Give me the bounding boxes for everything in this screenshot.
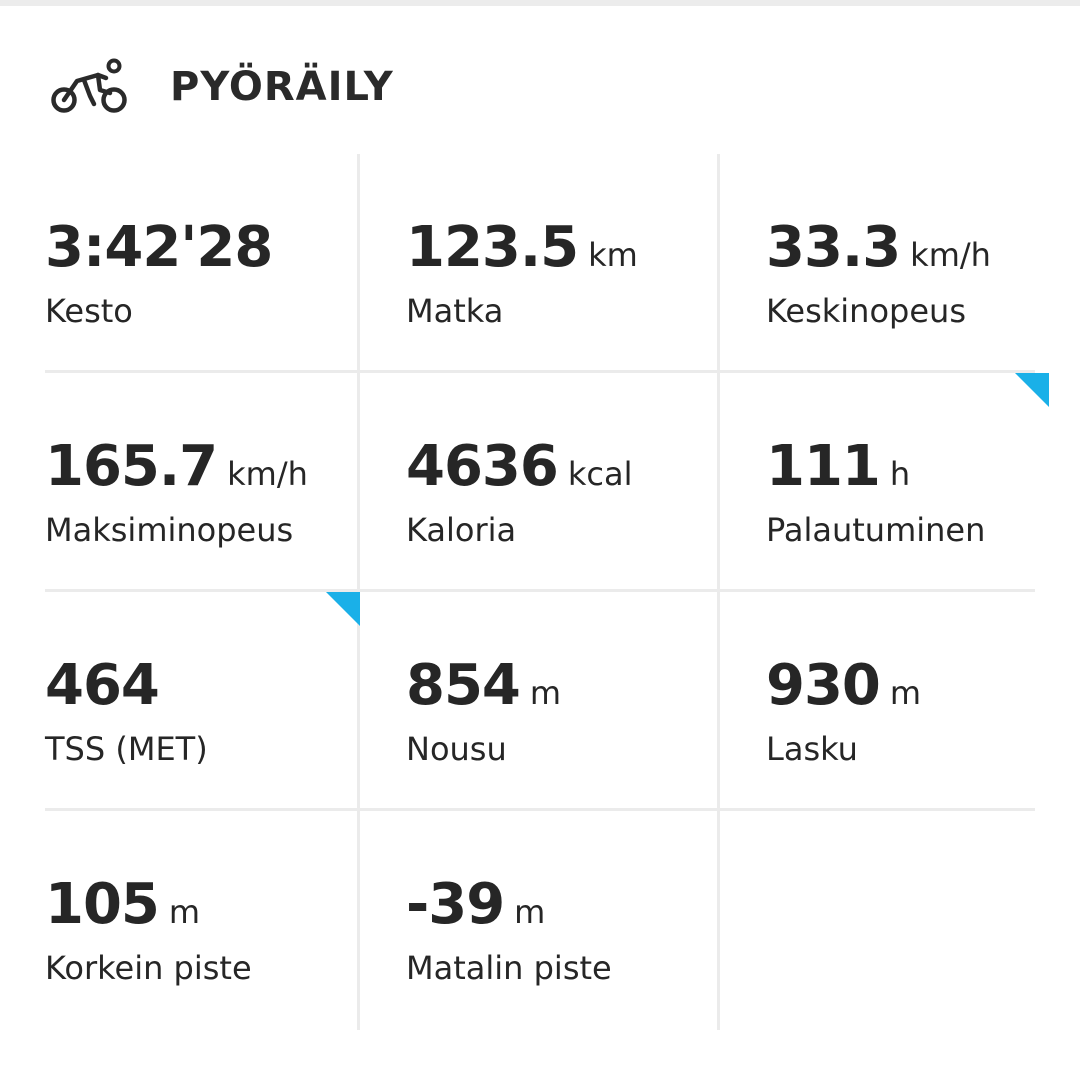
stat-cell-recovery[interactable]: 111 h Palautuminen	[719, 373, 1049, 592]
stat-label: Nousu	[406, 730, 507, 768]
top-divider	[0, 0, 1080, 6]
stat-cell-distance[interactable]: 123.5 km Matka	[359, 154, 689, 373]
stat-label: Matalin piste	[406, 949, 612, 987]
stat-unit: m	[889, 674, 922, 712]
activity-header: PYÖRÄILY	[50, 55, 394, 119]
stat-unit: m	[514, 893, 546, 931]
stat-value: 105	[45, 872, 160, 937]
info-corner-indicator[interactable]	[1015, 373, 1049, 407]
stat-label: Palautuminen	[766, 511, 986, 549]
cycling-icon	[51, 58, 127, 113]
stat-label: Kaloria	[406, 511, 517, 549]
stat-cell-duration[interactable]: 3:42'28 Kesto	[45, 154, 375, 373]
stat-value: 930	[766, 653, 881, 718]
stat-label: Lasku	[766, 730, 858, 768]
stat-value: 123.5	[406, 215, 579, 280]
stat-label: Kesto	[45, 292, 133, 330]
stat-value: 4636	[406, 434, 559, 499]
stat-label: Korkein piste	[45, 949, 252, 987]
grid-divider-horizontal	[45, 370, 1035, 373]
stat-value: 111	[766, 434, 881, 499]
stat-unit: kcal	[567, 455, 633, 493]
stat-label: Matka	[406, 292, 504, 330]
stat-unit: m	[168, 893, 201, 931]
grid-divider-horizontal	[45, 808, 1035, 811]
activity-title: PYÖRÄILY	[170, 64, 394, 110]
stat-unit: km/h	[910, 236, 991, 274]
stat-unit: km	[588, 236, 638, 274]
grid-divider-vertical	[717, 154, 720, 1030]
stat-cell-tss[interactable]: 464 TSS (MET)	[45, 592, 375, 811]
stat-value: -39	[406, 872, 505, 937]
stat-value: 464	[45, 653, 160, 718]
stats-grid: 3:42'28 Kesto 123.5 km Matka 33.3 km/h Kes…	[45, 154, 1049, 1030]
stat-unit: m	[529, 674, 562, 712]
stat-label: TSS (MET)	[45, 730, 208, 768]
stat-value: 33.3	[766, 215, 901, 280]
stat-cell-avg-speed[interactable]: 33.3 km/h Keskinopeus	[719, 154, 1049, 373]
stat-unit: km/h	[227, 455, 308, 493]
stat-unit: h	[889, 455, 911, 493]
info-corner-indicator[interactable]	[326, 592, 360, 626]
stat-cell-lowest-point[interactable]: -39 m Matalin piste	[359, 811, 689, 1030]
stat-label: Keskinopeus	[766, 292, 966, 330]
stat-cell-ascent[interactable]: 854 m Nousu	[359, 592, 689, 811]
stat-cell-max-speed[interactable]: 165.7 km/h Maksiminopeus	[45, 373, 375, 592]
stat-cell-descent[interactable]: 930 m Lasku	[719, 592, 1049, 811]
stat-cell-calories[interactable]: 4636 kcal Kaloria	[359, 373, 689, 592]
stat-value: 854	[406, 653, 521, 718]
stat-cell-highest-point[interactable]: 105 m Korkein piste	[45, 811, 375, 1030]
stat-label: Maksiminopeus	[45, 511, 294, 549]
stat-value: 165.7	[45, 434, 218, 499]
stat-value: 3:42'28	[45, 215, 273, 280]
grid-divider-horizontal	[45, 589, 1035, 592]
